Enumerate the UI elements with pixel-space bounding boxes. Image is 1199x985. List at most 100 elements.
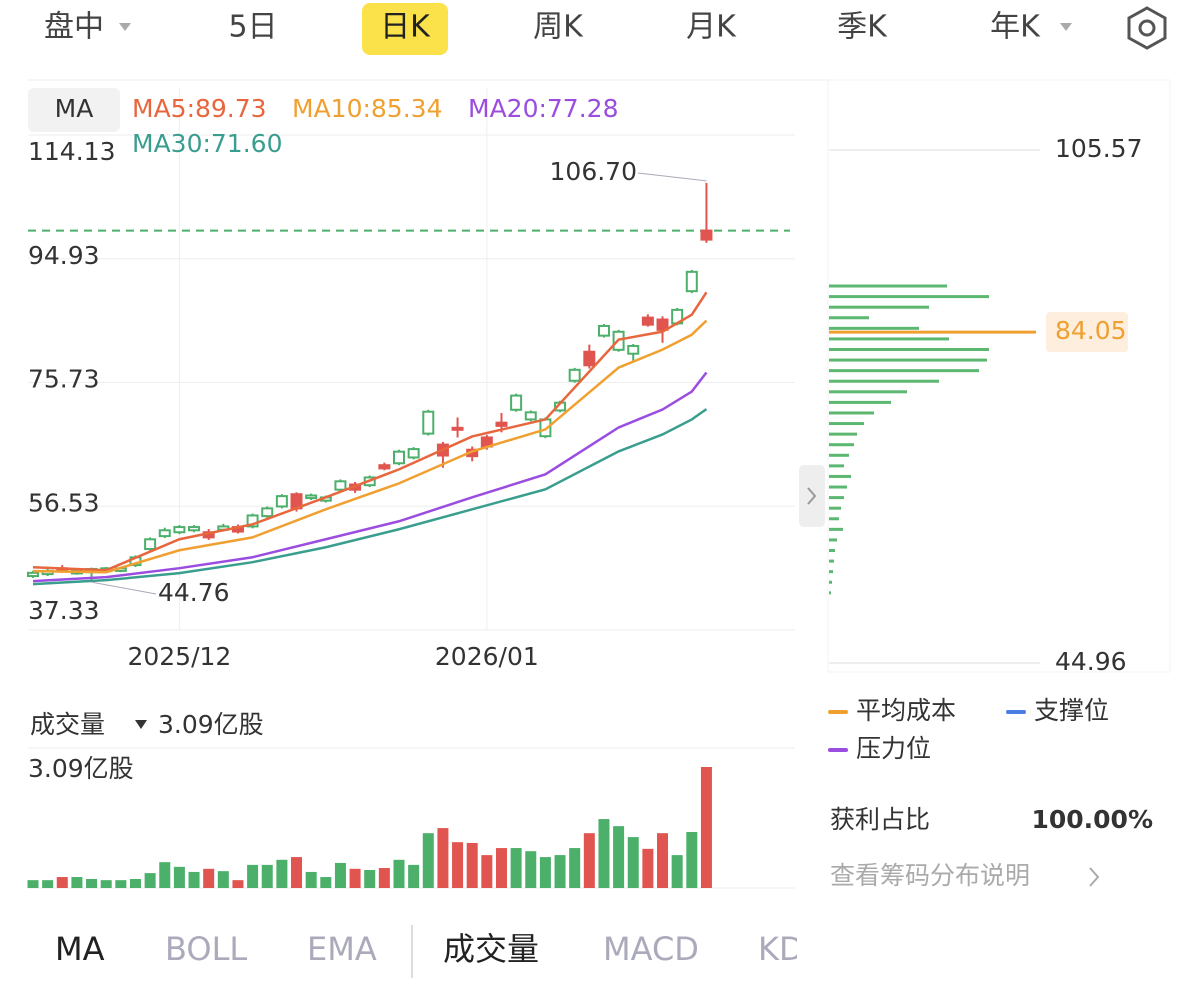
low-label: 44.76 <box>158 578 230 607</box>
avg-cost-label: 84.05 <box>1055 316 1127 345</box>
indicator-tab[interactable]: EMA <box>307 930 377 968</box>
volume-bar <box>86 878 98 888</box>
indicator-tab[interactable]: 成交量 <box>443 930 539 968</box>
period-tab[interactable]: 盘中 <box>44 10 104 45</box>
chip-bar <box>829 591 831 595</box>
volume-bar <box>217 871 229 888</box>
candle-body <box>641 316 654 326</box>
volume-bar <box>305 871 317 888</box>
volume-bar <box>261 864 273 888</box>
legend-label: 支撑位 <box>1034 696 1109 725</box>
chip-bar <box>829 485 847 489</box>
indicator-tab[interactable]: MA <box>55 930 105 968</box>
dropdown-icon <box>119 23 131 31</box>
y-tick-label: 114.13 <box>28 137 115 166</box>
indicator-tab[interactable]: KD <box>758 930 804 968</box>
period-tab[interactable]: 季K <box>837 10 888 45</box>
ma-line <box>32 319 708 574</box>
chip-bar <box>829 559 834 563</box>
candle-body <box>246 514 259 528</box>
chip-bar <box>829 538 837 542</box>
volume-bar <box>56 877 68 888</box>
candle-body <box>27 571 39 578</box>
indicator-tab[interactable]: BOLL <box>165 930 247 968</box>
candle-body <box>583 350 596 367</box>
period-tab[interactable]: 周K <box>533 10 584 45</box>
indicator-tab[interactable]: MACD <box>603 930 699 968</box>
volume-title[interactable]: 成交量 <box>30 710 105 739</box>
volume-bar <box>334 862 346 888</box>
volume-bar <box>539 857 551 888</box>
volume-bar <box>27 880 39 888</box>
candle-body <box>305 494 318 500</box>
expand-icon <box>807 487 817 505</box>
leader-line <box>91 581 157 595</box>
expand-button[interactable] <box>799 465 825 527</box>
y-tick-label: 94.93 <box>28 241 100 270</box>
volume-bar <box>510 848 522 888</box>
volume-bar <box>232 880 244 888</box>
candle-body <box>378 464 391 470</box>
chip-bar <box>829 443 854 447</box>
chip-bar <box>829 379 939 383</box>
volume-bar <box>393 859 405 888</box>
candle-body <box>275 495 288 508</box>
candle-body <box>334 480 347 491</box>
volume-bar <box>583 833 595 888</box>
x-tick-label: 2025/12 <box>127 642 231 671</box>
volume-bar <box>378 868 390 888</box>
period-tab[interactable]: 日K <box>380 10 431 45</box>
chip-bar <box>829 570 833 574</box>
volume-bar <box>144 873 156 888</box>
y-tick-label: 3.09亿股 <box>28 754 134 783</box>
candle-body <box>656 318 669 331</box>
chip-bar <box>829 295 989 299</box>
chip-bar <box>829 305 929 309</box>
chip-bar <box>829 549 835 553</box>
chip-bar <box>829 474 851 478</box>
dropdown-icon <box>135 720 147 729</box>
volume-bar <box>657 833 669 888</box>
indicator-button[interactable]: MA <box>55 94 94 123</box>
volume-bar <box>129 878 141 888</box>
volume-bar <box>671 855 683 888</box>
chip-bar <box>829 580 832 584</box>
volume-bar <box>159 862 171 888</box>
chip-bar <box>829 400 891 404</box>
mask <box>797 920 827 980</box>
volume-bar <box>408 864 420 888</box>
chip-bar <box>829 422 864 426</box>
ma-line <box>32 408 708 586</box>
y-tick-label: 75.73 <box>28 365 100 394</box>
volume-bar <box>525 851 537 888</box>
candle-body <box>524 411 537 421</box>
volume-bar <box>569 848 581 888</box>
candle-body <box>568 368 581 382</box>
indicator-button-bg[interactable] <box>28 88 120 132</box>
candle-body <box>627 344 640 355</box>
chip-bar <box>829 517 839 521</box>
volume-bar <box>422 833 434 888</box>
period-tab[interactable]: 月K <box>686 10 737 45</box>
period-tab[interactable]: 年K <box>990 10 1041 45</box>
chip-bar <box>829 358 987 362</box>
volume-bar <box>495 848 507 888</box>
volume-bar <box>349 868 361 888</box>
volume-bar <box>686 832 698 888</box>
candle-body <box>685 270 698 293</box>
volume-bar <box>627 837 639 888</box>
candle-body <box>510 394 523 411</box>
period-tab[interactable]: 5日 <box>228 10 277 45</box>
volume-bar <box>700 767 712 888</box>
chip-bar <box>829 432 857 436</box>
dropdown-icon <box>1060 23 1072 31</box>
volume-bar <box>42 880 54 888</box>
high-label: 106.70 <box>550 157 637 186</box>
chip-help-link[interactable]: 查看筹码分布说明 <box>830 861 1030 890</box>
profit-label: 获利占比 <box>830 805 930 834</box>
candle-body <box>597 324 610 337</box>
candle-body <box>495 421 508 427</box>
volume-bar <box>247 864 259 888</box>
settings-icon[interactable] <box>1127 6 1167 50</box>
